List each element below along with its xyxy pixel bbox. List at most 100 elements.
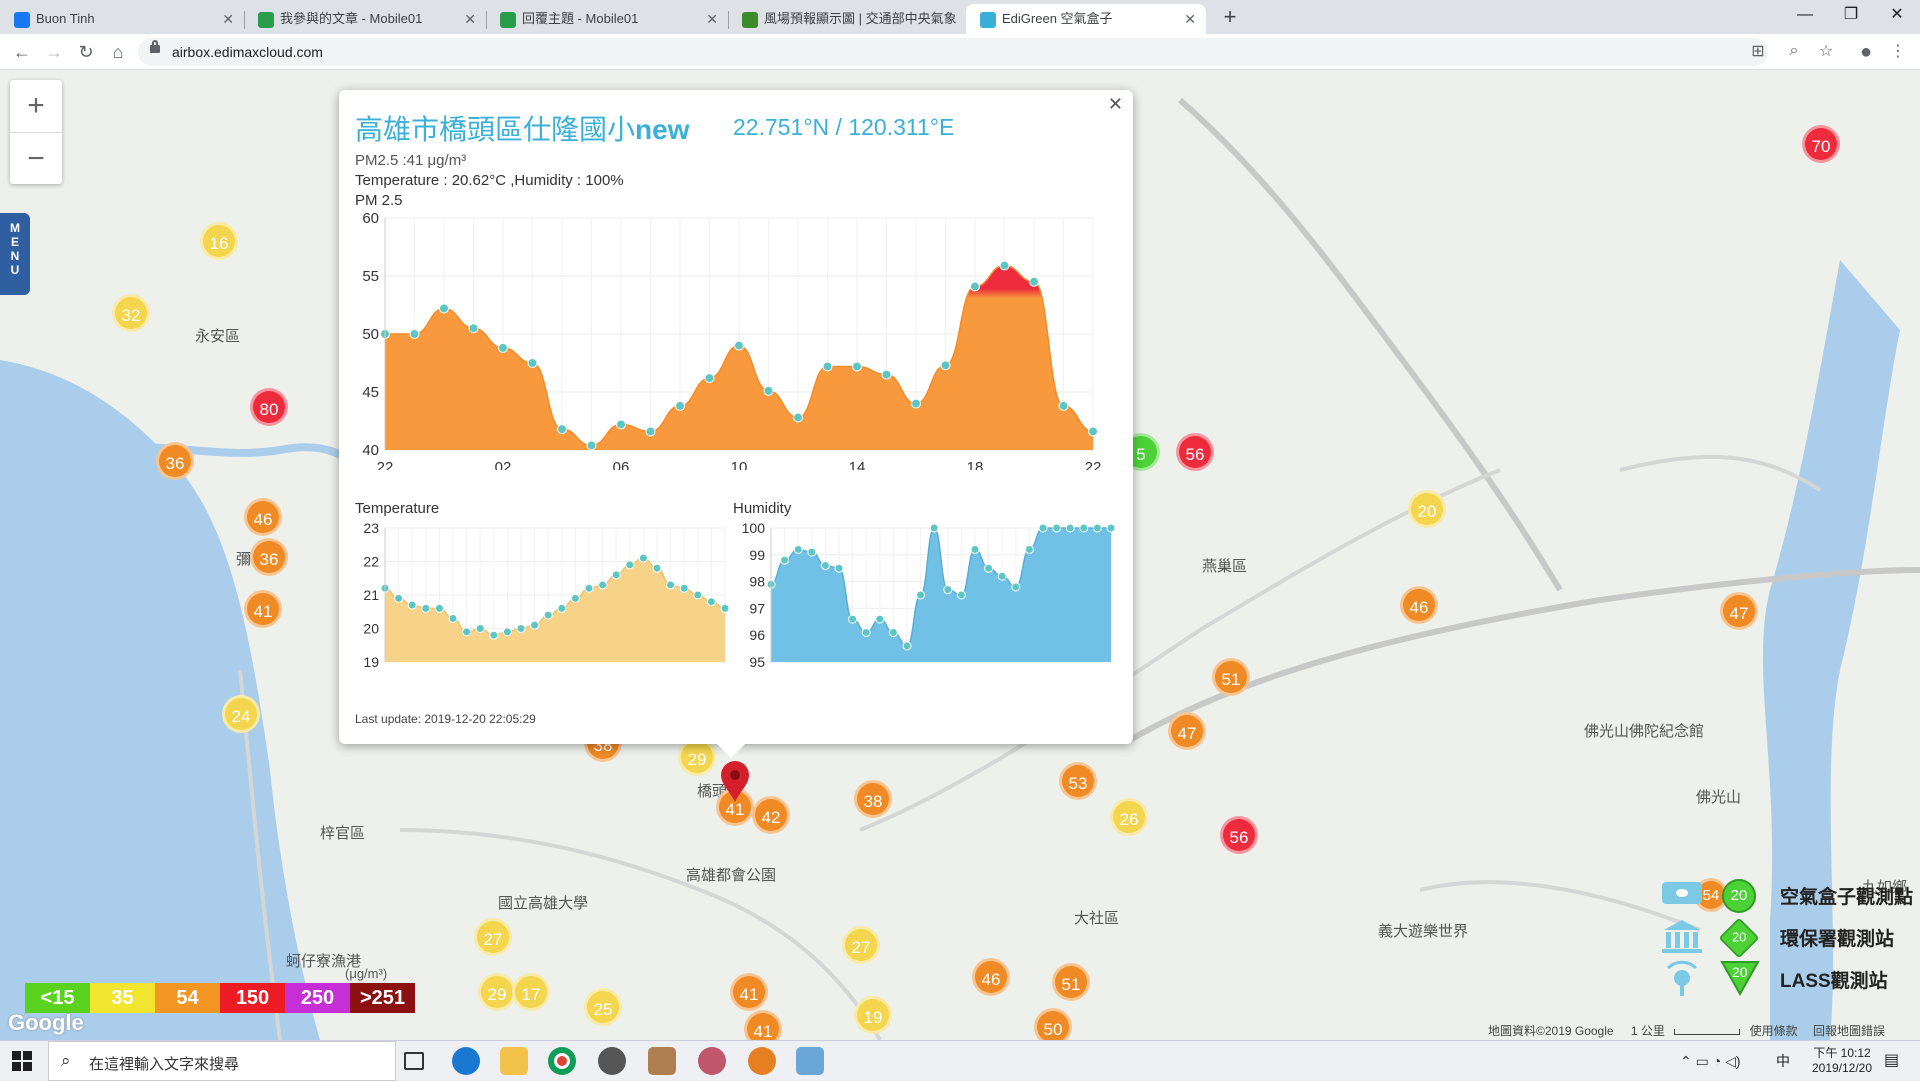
lass-station-icon [1666, 960, 1698, 996]
clock[interactable]: 下午 10:12 2019/12/20 [1794, 1041, 1890, 1081]
tab-weather[interactable]: 風場預報顯示圖 | 交通部中央氣象 [728, 4, 966, 34]
station-marker[interactable]: 56 [1220, 816, 1258, 854]
data-point [1079, 523, 1089, 533]
station-info-popup: ✕ 高雄市橋頭區仕隆國小new 22.751°N / 120.311°E PM2… [339, 90, 1133, 758]
station-marker[interactable]: 26 [1110, 798, 1148, 836]
station-marker[interactable]: 41 [730, 973, 768, 1011]
legend-epa[interactable]: 20 環保署觀測站 [1660, 917, 1920, 959]
close-icon[interactable]: ✕ [1107, 94, 1123, 114]
station-marker[interactable]: 70 [1802, 125, 1840, 163]
report-error-link[interactable]: 回報地圖錯誤 [1812, 1024, 1885, 1038]
ime-indicator[interactable]: 中 [1776, 1053, 1790, 1069]
data-point [763, 385, 774, 396]
station-marker[interactable]: 42 [752, 796, 790, 834]
app-icon[interactable] [698, 1047, 726, 1075]
station-marker[interactable]: 17 [512, 973, 550, 1011]
station-marker[interactable]: 16 [200, 222, 238, 260]
map-pin-icon[interactable] [719, 760, 751, 804]
station-marker[interactable]: 19 [854, 996, 892, 1034]
station-marker[interactable]: 50 [1034, 1008, 1072, 1040]
profile-icon[interactable]: ● [1859, 41, 1873, 63]
station-marker[interactable]: 41 [744, 1010, 782, 1040]
reload-button[interactable]: ↻ [78, 42, 94, 62]
blender-icon[interactable] [748, 1047, 776, 1075]
zoom-in-button[interactable]: + [27, 89, 45, 122]
data-point [956, 590, 966, 600]
windows-start-icon[interactable] [12, 1051, 32, 1071]
tab-mobile01-articles[interactable]: 我參與的文章 - Mobile01 ✕ [244, 4, 486, 34]
minimize-button[interactable]: — [1797, 6, 1813, 23]
menu-button[interactable]: MENU [0, 213, 30, 295]
data-point [1058, 400, 1069, 411]
home-button[interactable]: ⌂ [112, 42, 124, 62]
app-icon[interactable] [598, 1047, 626, 1075]
station-marker[interactable]: 29 [478, 973, 516, 1011]
station-marker[interactable]: 41 [244, 590, 282, 628]
data-point [943, 585, 953, 595]
notification-icon[interactable]: ▤ [1884, 1052, 1900, 1069]
station-marker[interactable]: 46 [972, 958, 1010, 996]
station-marker[interactable]: 51 [1212, 658, 1250, 696]
translate-icon[interactable]: ⊞ [1751, 43, 1765, 60]
close-icon[interactable]: ✕ [706, 11, 718, 27]
station-marker[interactable]: 47 [1720, 592, 1758, 630]
station-marker[interactable]: 36 [156, 442, 194, 480]
chrome-icon[interactable] [548, 1047, 576, 1075]
data-point [679, 583, 689, 593]
map[interactable]: 永安區 彌 梓官區 橋頭 國立高雄大學 高雄都會公園 大社區 燕巢區 蚵仔寮漁港… [0, 70, 1920, 1040]
window-close-button[interactable]: ✕ [1890, 6, 1904, 23]
system-tray-icons[interactable]: ⌃ ▭ ◔ ◁) [1680, 1053, 1741, 1069]
station-marker[interactable]: 47 [1168, 712, 1206, 750]
tab-facebook[interactable]: Buon Tinh ✕ [0, 4, 244, 34]
station-marker[interactable]: 27 [842, 926, 880, 964]
terms-link[interactable]: 使用條款 [1749, 1024, 1798, 1038]
station-marker[interactable]: 56 [1176, 433, 1214, 471]
tab-title: 我參與的文章 - Mobile01 [280, 11, 423, 26]
data-point [704, 373, 715, 384]
station-marker[interactable]: 25 [584, 988, 622, 1026]
back-button[interactable]: ← [13, 42, 31, 62]
forward-button[interactable]: → [45, 42, 63, 62]
close-icon[interactable]: ✕ [464, 11, 476, 27]
edge-icon[interactable] [452, 1047, 480, 1075]
zoom-out-button[interactable]: − [10, 132, 62, 184]
task-view-icon[interactable] [404, 1052, 424, 1070]
station-marker[interactable]: 20 [1408, 490, 1446, 528]
data-point [848, 614, 858, 624]
station-marker[interactable]: 27 [474, 918, 512, 956]
station-marker[interactable]: 46 [244, 498, 282, 536]
zoom-icon[interactable]: ⌕ [1789, 42, 1799, 59]
app-icon[interactable] [648, 1047, 676, 1075]
tab-mobile01-reply[interactable]: 回覆主題 - Mobile01 ✕ [486, 4, 728, 34]
legend-airbox[interactable]: 20 空氣盒子觀測點 [1660, 876, 1920, 916]
data-point [1029, 276, 1039, 287]
close-icon[interactable]: ✕ [222, 11, 234, 27]
restore-button[interactable]: ❐ [1843, 6, 1859, 23]
station-marker[interactable]: 24 [222, 695, 260, 733]
new-tab-button[interactable]: + [1223, 4, 1237, 29]
tab-edigreen[interactable]: EdiGreen 空氣盒子 ✕ [966, 4, 1206, 34]
station-marker[interactable]: 53 [1059, 762, 1097, 800]
legend-lass[interactable]: 20 LASS觀測站 [1660, 960, 1920, 1000]
close-icon[interactable]: ✕ [1184, 11, 1196, 27]
taskbar-search-box[interactable]: ⌕ 在這裡輸入文字來搜尋 [48, 1041, 396, 1081]
data-point [793, 544, 803, 554]
chrome-menu-icon[interactable]: ⋮ [1890, 43, 1906, 60]
data-point [625, 560, 635, 570]
address-bar[interactable]: airbox.edimaxcloud.com [138, 38, 1768, 66]
edigreen-icon [980, 12, 996, 28]
app-icon[interactable] [796, 1047, 824, 1075]
data-point [409, 329, 420, 339]
file-explorer-icon[interactable] [500, 1047, 528, 1075]
station-marker[interactable]: 38 [854, 780, 892, 818]
station-marker[interactable]: 36 [250, 538, 288, 576]
data-point [434, 603, 444, 613]
y-tick-label: 20 [363, 621, 379, 637]
station-marker[interactable]: 80 [250, 388, 288, 426]
station-marker[interactable]: 46 [1400, 586, 1438, 624]
bookmark-star-icon[interactable]: ☆ [1818, 43, 1834, 60]
station-marker[interactable]: 32 [112, 294, 150, 332]
data-point [984, 563, 994, 573]
station-marker[interactable]: 51 [1052, 963, 1090, 1001]
map-data-credit: 地圖資料©2019 Google [1488, 1024, 1614, 1038]
